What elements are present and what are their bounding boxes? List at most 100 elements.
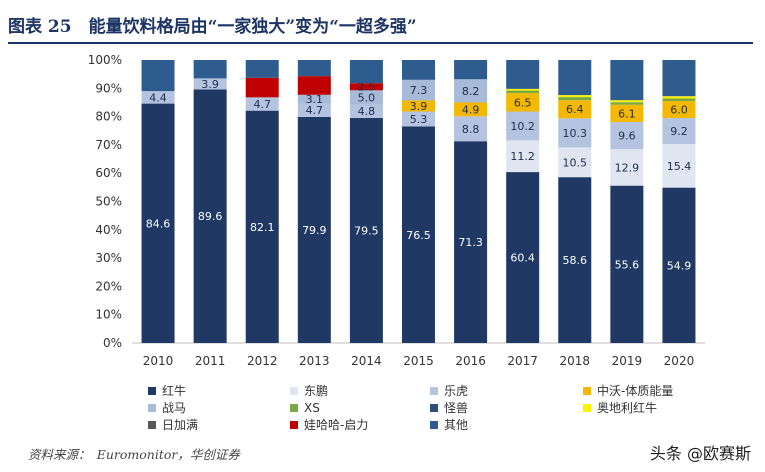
- bar-segment: [454, 116, 488, 142]
- data-label: 2.5: [358, 81, 376, 94]
- bar-segment: [662, 144, 696, 188]
- x-tick-label: 2019: [612, 354, 643, 368]
- y-tick-label: 0%: [103, 336, 122, 350]
- data-label: 9.6: [618, 130, 636, 143]
- data-label: 15.4: [667, 160, 692, 173]
- bar-segment: [662, 101, 696, 119]
- data-label: 6.5: [514, 96, 532, 109]
- data-label: 4.9: [462, 103, 480, 116]
- bar-segment: [662, 60, 696, 97]
- legend-label: 日加满: [162, 418, 198, 432]
- bar-segment: [349, 104, 383, 119]
- legend-label: 中沃-体质能量: [597, 383, 673, 398]
- bar-segment: [193, 78, 227, 90]
- data-label: 55.6: [615, 258, 640, 271]
- bar-segment: [610, 185, 644, 343]
- legend-swatch: [430, 404, 438, 412]
- legend-label: 其他: [444, 418, 468, 432]
- data-label: 82.1: [250, 221, 275, 234]
- x-tick-label: 2010: [143, 354, 174, 368]
- bar-segment: [349, 118, 383, 343]
- legend-label: 娃哈哈-启力: [304, 418, 368, 432]
- data-label: 6.4: [566, 103, 584, 116]
- data-label: 6.1: [618, 107, 636, 120]
- bar-segment: [610, 60, 644, 101]
- data-label: 84.6: [146, 217, 171, 230]
- x-tick-label: 2015: [403, 354, 434, 368]
- bar-segment: [141, 60, 175, 92]
- data-label: 60.4: [510, 252, 535, 265]
- y-tick-label: 10%: [95, 308, 122, 322]
- data-label: 7.3: [410, 84, 428, 97]
- y-tick-label: 90%: [95, 81, 122, 95]
- legend-swatch: [583, 404, 591, 412]
- legend-label: 红牛: [162, 383, 186, 398]
- title-rule: [8, 42, 753, 44]
- legend-swatch: [290, 387, 298, 395]
- data-label: 71.3: [458, 236, 483, 249]
- y-tick-label: 50%: [95, 195, 122, 209]
- watermark-text: 头条 @欧赛斯: [649, 444, 751, 463]
- bar-segment: [297, 103, 331, 117]
- x-tick-label: 2017: [507, 354, 538, 368]
- bar-segment: [245, 110, 279, 343]
- data-label: 10.3: [563, 127, 588, 140]
- data-label: 54.9: [667, 259, 692, 272]
- y-tick-label: 30%: [95, 251, 122, 265]
- source-note: 资料来源： Euromonitor，华创证券: [28, 447, 240, 462]
- x-tick-label: 2016: [455, 354, 486, 368]
- x-tick-label: 2011: [195, 354, 226, 368]
- data-label: 5.3: [410, 113, 428, 126]
- data-label: 8.8: [462, 123, 480, 136]
- bar-segment: [558, 118, 592, 148]
- data-label: 12.9: [615, 161, 640, 174]
- bar-segment: [245, 97, 279, 111]
- data-label: 3.9: [410, 100, 428, 113]
- bar-segment: [558, 97, 592, 101]
- bar-segment: [610, 149, 644, 186]
- data-label: 58.6: [563, 254, 588, 267]
- bar-segment: [141, 103, 175, 343]
- x-tick-label: 2013: [299, 354, 330, 368]
- data-label: 4.7: [253, 98, 271, 111]
- chart-title: 图表 25 能量饮料格局由“一家独大”变为“一超多强”: [8, 17, 417, 37]
- bar-segment: [506, 88, 540, 91]
- bar-segment: [402, 79, 435, 101]
- bar-segment: [506, 140, 540, 173]
- data-label: 6.0: [670, 104, 688, 117]
- bar-segment: [506, 172, 540, 343]
- data-label: 5.0: [358, 91, 376, 104]
- bar-segment: [506, 90, 540, 94]
- bar-segment: [662, 98, 696, 102]
- x-tick-label: 2020: [664, 354, 695, 368]
- legend-label: 奥地利红牛: [597, 400, 657, 415]
- bar-segment: [558, 100, 592, 119]
- bar-segment: [402, 60, 435, 80]
- y-tick-label: 20%: [95, 279, 122, 293]
- bar-segment: [349, 90, 383, 105]
- y-tick-label: 100%: [88, 53, 122, 67]
- bar-segment: [454, 79, 488, 103]
- bar-segment: [297, 94, 331, 104]
- bar-segment: [297, 60, 331, 77]
- data-label: 79.9: [302, 224, 327, 237]
- legend-swatch: [148, 421, 156, 429]
- legend-swatch: [290, 421, 298, 429]
- legend-label: 战马: [162, 401, 186, 415]
- title-bar: 图表 25 能量饮料格局由“一家独大”变为“一超多强”: [8, 12, 753, 44]
- data-label: 4.7: [306, 104, 324, 117]
- data-label: 79.5: [354, 225, 379, 238]
- data-label: 3.1: [306, 93, 324, 106]
- bar-segment: [558, 60, 592, 96]
- bar-segment: [454, 60, 488, 80]
- data-label: 10.2: [510, 120, 535, 133]
- x-tick-label: 2014: [351, 354, 382, 368]
- bar-segment: [297, 116, 331, 344]
- data-label: 10.5: [563, 156, 588, 169]
- bar-segment: [454, 102, 488, 117]
- legend-label: 怪兽: [444, 401, 468, 415]
- data-label: 4.8: [358, 105, 376, 118]
- bar-segment: [193, 89, 227, 343]
- data-label: 11.2: [510, 150, 535, 163]
